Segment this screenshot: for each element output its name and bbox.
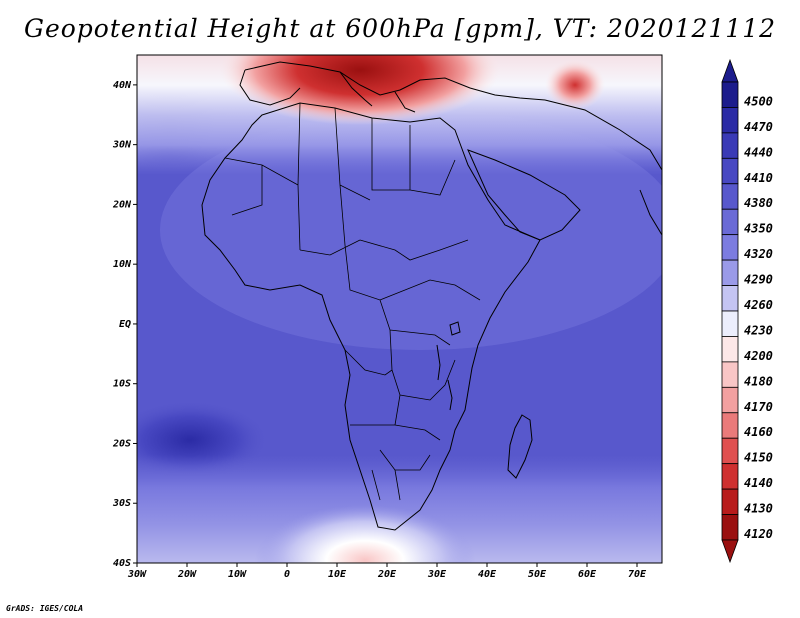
lon-tick-label: 20W <box>177 569 197 580</box>
lon-tick-label: 70E <box>628 569 647 580</box>
colorbar-swatch <box>721 386 739 414</box>
field-low-mediterranean <box>220 55 500 125</box>
lon-tick-label: 30W <box>127 569 147 580</box>
colorbar-swatch <box>721 208 739 236</box>
colorbar-swatch <box>721 234 739 261</box>
lon-tick-label: 20E <box>377 569 397 580</box>
colorbar-swatch <box>721 157 739 185</box>
map-title: Geopotential Height at 600hPa [gpm], VT:… <box>23 14 777 43</box>
colorbar-swatch <box>721 285 739 312</box>
lon-tick-label: 50E <box>528 569 547 580</box>
colorbar-level-label: 4180 <box>744 374 773 388</box>
lat-tick-label: 30S <box>112 498 131 509</box>
colorbar-level-label: 4380 <box>744 196 773 210</box>
europe-coastline <box>244 61 546 101</box>
colorbar-swatch <box>721 107 739 134</box>
colorbar-level-label: 4200 <box>744 349 773 363</box>
lat-tick-label: EQ <box>119 319 131 330</box>
plot-frame <box>136 54 663 564</box>
lat-tick-label: 20N <box>112 199 132 210</box>
longitude-axis: 30W 20W 10W 0 10E 20E 30E 40E 50E 60E 70E <box>127 563 647 580</box>
lat-tick-label: 20S <box>112 438 131 449</box>
field-low-middle-east <box>545 60 605 110</box>
coastlines <box>201 61 662 531</box>
latitude-axis: 40N 30N 20N 10N EQ 10S 20S 30S 40S <box>112 80 137 569</box>
colorbar-swatch <box>721 361 739 388</box>
colorbar-level-label: 4260 <box>744 298 773 312</box>
iberia-coastline <box>239 69 301 106</box>
lat-tick-label: 10N <box>113 259 132 270</box>
colorbar-swatch <box>721 514 739 541</box>
colorbar-level-label: 4150 <box>744 451 773 465</box>
colorbar-swatch <box>721 183 739 210</box>
grads-credit: GrADS: IGES/COLA <box>6 604 84 613</box>
lat-tick-label: 40S <box>113 558 131 569</box>
lat-tick-label: 40N <box>113 80 132 91</box>
lon-tick-label: 0 <box>284 569 290 580</box>
colorbar-level-label: 4170 <box>744 400 773 414</box>
colorbar-swatch <box>721 412 739 439</box>
country-borders <box>224 102 481 501</box>
colorbar-top-arrow <box>721 58 739 83</box>
colorbar-bottom-arrow <box>721 539 739 564</box>
lat-tick-label: 10S <box>113 379 131 390</box>
colorbar-swatch <box>721 81 739 108</box>
colorbar-level-label: 4140 <box>744 476 773 490</box>
india-coastline <box>639 189 662 236</box>
lon-tick-label: 30E <box>427 569 447 580</box>
lon-tick-label: 40E <box>478 569 497 580</box>
field-trough-south <box>255 505 475 563</box>
lon-tick-label: 10W <box>228 569 247 580</box>
colorbar: 4500 4470 4440 4410 4380 4350 4320 4290 4260 4230… <box>721 58 773 564</box>
colorbar-level-label: 4440 <box>744 145 773 159</box>
lon-tick-label: 60E <box>578 569 597 580</box>
colorbar-level-label: 4230 <box>744 323 773 337</box>
colorbar-swatch <box>721 259 739 286</box>
arabia-coastline <box>467 149 581 241</box>
lake-victoria <box>449 321 461 336</box>
lake-malawi <box>447 379 453 411</box>
colorbar-level-label: 4160 <box>744 425 773 439</box>
lake-tanganyika <box>436 344 441 381</box>
colorbar-swatch <box>721 336 739 363</box>
colorbar-swatch <box>721 463 739 490</box>
colorbar-level-label: 4290 <box>744 273 773 287</box>
italy-coastline <box>339 71 373 107</box>
middle-east-coastline <box>544 99 662 171</box>
colorbar-level-label: 4320 <box>744 247 773 261</box>
africa-coastline <box>201 102 541 531</box>
colorbar-swatch <box>721 310 739 337</box>
greece-coastline <box>394 91 416 113</box>
madagascar-coastline <box>507 414 533 479</box>
colorbar-level-label: 4470 <box>744 120 773 134</box>
height-field <box>137 55 662 563</box>
colorbar-level-label: 4500 <box>744 94 773 108</box>
lon-tick-label: 10E <box>328 569 347 580</box>
colorbar-level-label: 4350 <box>744 222 773 236</box>
colorbar-level-label: 4130 <box>744 502 773 516</box>
colorbar-swatch <box>721 488 739 515</box>
colorbar-level-label: 4410 <box>744 171 773 185</box>
colorbar-swatch <box>721 437 739 465</box>
colorbar-level-label: 4120 <box>744 527 773 541</box>
lat-tick-label: 30N <box>112 140 132 151</box>
colorbar-swatch <box>721 132 739 159</box>
